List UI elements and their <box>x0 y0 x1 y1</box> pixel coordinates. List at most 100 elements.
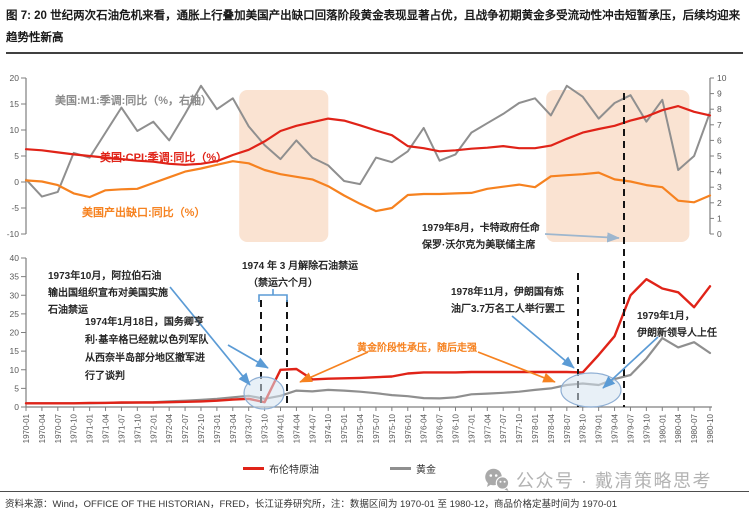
x-axis-tick-label: 1977-04 <box>483 413 492 443</box>
annotation-line: 输出国组织宣布对美国实施 <box>48 288 168 299</box>
annotation-line: （禁运六个月） <box>248 278 318 289</box>
annotation-line: 1979年1月， <box>637 311 695 322</box>
top-left-tick-label: -5 <box>11 203 19 213</box>
x-axis-tick-label: 1978-10 <box>579 413 588 443</box>
highlight-ellipse <box>243 376 285 410</box>
x-axis-tick-label: 1970-07 <box>54 413 63 443</box>
x-axis-tick-label: 1972-01 <box>149 413 158 443</box>
top-right-tick-label: 5 <box>717 151 722 161</box>
annotation-line: 1973年10月，阿拉伯石油 <box>48 271 162 282</box>
x-axis-tick-label: 1975-07 <box>372 413 381 443</box>
series-label-m1: 美国:M1:季调:同比（%，右轴） <box>55 95 213 107</box>
x-axis-tick-label: 1973-07 <box>245 413 254 443</box>
highlight-region <box>239 90 329 242</box>
annotation-arrow <box>477 351 556 383</box>
watermark: 公众号 · 戴清策略思考 <box>484 467 712 493</box>
x-axis-tick-label: 1971-04 <box>102 413 111 443</box>
annotation-arrow <box>544 232 620 243</box>
x-axis-tick-label: 1970-04 <box>38 413 47 443</box>
x-axis-tick-label: 1974-07 <box>308 413 317 443</box>
annotation-arrow <box>169 286 251 386</box>
x-axis-tick-label: 1975-01 <box>340 413 349 443</box>
annotation-volcker: 1979年8月，卡特政府任命 保罗·沃尔克为美联储主席 <box>422 220 540 254</box>
x-axis-tick-label: 1980-01 <box>658 413 667 443</box>
cpi-line <box>24 104 712 166</box>
bottom-left-tick-label: 10 <box>10 365 20 375</box>
top-right-tick-label: 6 <box>717 135 722 145</box>
brent-line-swatch <box>243 467 264 470</box>
x-axis-tick-label: 1977-10 <box>515 413 524 443</box>
annotation-embargo-start: 1973年10月，阿拉伯石油 输出国组织宣布对美国实施 石油禁运 <box>48 268 168 319</box>
embargo-bracket <box>258 289 288 302</box>
x-axis-tick-label: 1972-04 <box>165 413 174 443</box>
x-axis-tick-label: 1974-01 <box>277 413 286 443</box>
x-axis-tick-label: 1970-10 <box>70 413 79 443</box>
x-axis-tick-label: 1977-07 <box>499 413 508 443</box>
x-axis-tick-label: 1975-10 <box>388 413 397 443</box>
annotation-line: 利·基辛格已经就以色列军队 <box>85 335 209 346</box>
bottom-left-tick-label: 40 <box>10 253 20 263</box>
x-axis-tick-label: 1971-10 <box>133 413 142 443</box>
top-right-tick-label: 7 <box>717 120 722 130</box>
top-left-tick-label: 10 <box>10 125 20 135</box>
output-gap-line <box>24 160 712 213</box>
bottom-left-tick-label: 0 <box>14 402 19 412</box>
x-axis-tick-label: 1978-04 <box>547 413 556 443</box>
x-axis-tick-label: 1972-07 <box>181 413 190 443</box>
legend-item-brent: 布伦特原油 <box>243 461 319 476</box>
bottom-left-tick-label: 30 <box>10 290 20 300</box>
top-right-tick-label: 8 <box>717 104 722 114</box>
x-axis-tick-label: 1979-10 <box>642 413 651 443</box>
annotation-gold-pressure: 黄金阶段性承压，随后走强 <box>357 340 477 357</box>
x-axis-tick-label: 1980-07 <box>690 413 699 443</box>
x-axis-tick-label: 1974-04 <box>292 413 301 443</box>
annotation-line: 伊朗新领导人上任 <box>637 328 717 339</box>
source-note: 资料来源：Wind，OFFICE OF THE HISTORIAN，FRED，长… <box>5 499 617 510</box>
legend-label: 黄金 <box>416 465 436 476</box>
x-axis-tick-label: 1973-01 <box>213 413 222 443</box>
legend-label: 布伦特原油 <box>269 465 319 476</box>
annotation-arrow <box>602 336 659 389</box>
annotation-line: 保罗·沃尔克为美联储主席 <box>422 240 536 251</box>
top-right-tick-label: 1 <box>717 213 722 223</box>
x-axis-tick-label: 1977-01 <box>467 413 476 443</box>
bottom-left-tick-label: 35 <box>10 272 20 282</box>
x-axis-tick-label: 1976-07 <box>436 413 445 443</box>
top-right-tick-label: 4 <box>717 167 722 177</box>
x-axis-tick-label: 1975-04 <box>356 413 365 443</box>
top-right-tick-label: 3 <box>717 182 722 192</box>
legend-item-gold: 黄金 <box>390 461 436 476</box>
x-axis-tick-label: 1976-01 <box>404 413 413 443</box>
highlight-region <box>546 90 690 242</box>
wechat-icon <box>485 468 510 491</box>
annotation-arrow <box>227 344 269 369</box>
x-axis-tick-label: 1970-01 <box>22 413 31 443</box>
chart-legend: 布伦特原油 黄金 <box>0 461 749 476</box>
top-right-tick-label: 2 <box>717 198 722 208</box>
brent-line <box>24 278 712 405</box>
annotation-iran-leader: 1979年1月， 伊朗新领导人上任 <box>637 308 717 342</box>
x-axis-tick-label: 1974-10 <box>324 413 333 443</box>
top-right-tick-label: 9 <box>717 89 722 99</box>
x-axis-tick-label: 1980-04 <box>674 413 683 443</box>
top-left-tick-label: 15 <box>10 99 20 109</box>
series-label-cpi: 美国:CPI:季调:同比（%） <box>100 152 228 164</box>
annotation-iran-strike: 1978年11月，伊朗国有炼 油厂3.7万名工人举行罢工 <box>451 284 565 318</box>
x-axis-tick-label: 1979-01 <box>595 413 604 443</box>
series-label-output-gap: 美国产出缺口:同比（%） <box>82 207 206 219</box>
watermark-text: 公众号 · 戴清策略思考 <box>516 471 712 491</box>
page-title: 图 7: 20 世纪两次石油危机来看，通胀上行叠加美国产出缺口回落阶段黄金表现显… <box>6 5 743 54</box>
x-axis-tick-label: 1976-10 <box>451 413 460 443</box>
x-axis-tick-label: 1976-04 <box>420 413 429 443</box>
x-axis-tick-label: 1979-07 <box>626 413 635 443</box>
top-left-tick-label: 20 <box>10 73 20 83</box>
annotation-line: 1978年11月，伊朗国有炼 <box>451 287 564 298</box>
bottom-left-tick-label: 15 <box>10 346 20 356</box>
x-axis-tick-label: 1972-10 <box>197 413 206 443</box>
m1-line <box>25 84 711 198</box>
x-axis-tick-label: 1980-10 <box>706 413 715 443</box>
x-axis-tick-label: 1978-01 <box>531 413 540 443</box>
annotation-line: 1974 年 3 月解除石油禁运 <box>242 261 359 272</box>
